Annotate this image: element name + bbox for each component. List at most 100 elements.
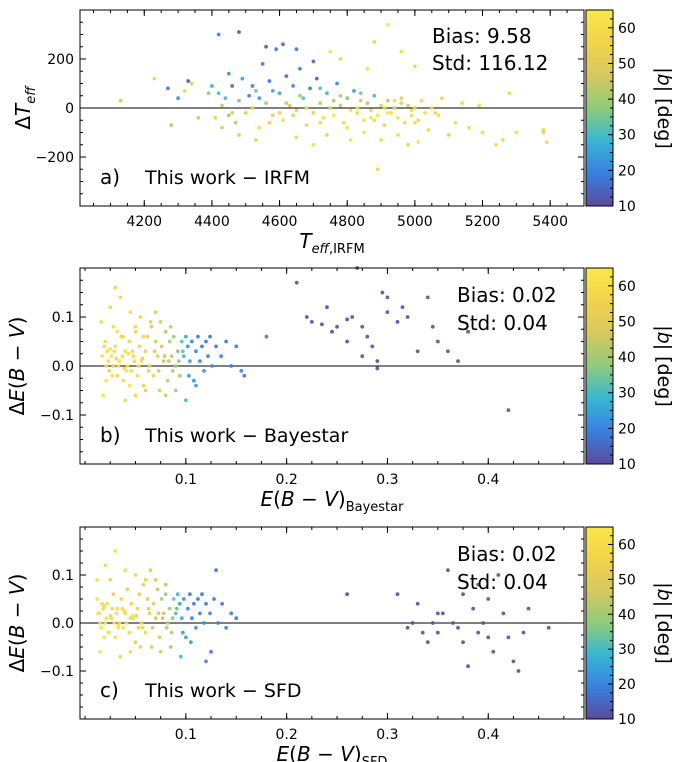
data-point bbox=[277, 111, 282, 115]
data-point bbox=[308, 86, 312, 91]
data-point bbox=[264, 44, 268, 49]
data-point bbox=[188, 640, 193, 645]
data-point bbox=[372, 39, 377, 44]
data-point bbox=[380, 290, 385, 295]
data-point bbox=[486, 597, 491, 601]
data-point bbox=[152, 76, 157, 81]
x-tick-label: 4400 bbox=[194, 214, 230, 230]
data-point bbox=[103, 563, 108, 568]
data-point bbox=[410, 621, 415, 625]
data-point bbox=[412, 64, 417, 69]
colorbar-tick-label: 30 bbox=[618, 128, 636, 144]
x-tick-label: 0.2 bbox=[276, 727, 298, 743]
data-point bbox=[107, 369, 112, 373]
data-point bbox=[451, 621, 455, 625]
data-point bbox=[382, 106, 387, 110]
data-point bbox=[146, 606, 151, 611]
label-part: Δ bbox=[5, 401, 29, 415]
data-point bbox=[157, 635, 162, 640]
data-point bbox=[113, 285, 118, 290]
data-point bbox=[345, 96, 350, 101]
data-point bbox=[370, 344, 375, 349]
data-point bbox=[161, 611, 166, 616]
data-point bbox=[114, 356, 119, 361]
label-part: | [deg] bbox=[653, 86, 675, 149]
data-point bbox=[168, 324, 173, 329]
data-point bbox=[224, 339, 229, 344]
data-point bbox=[304, 106, 309, 110]
data-point bbox=[297, 66, 302, 71]
data-point bbox=[385, 310, 390, 314]
data-point bbox=[506, 635, 511, 640]
x-tick-label: 0.1 bbox=[175, 472, 197, 488]
data-point bbox=[325, 133, 329, 137]
data-point bbox=[196, 115, 201, 120]
data-point bbox=[159, 344, 164, 349]
data-point bbox=[240, 76, 245, 81]
data-point bbox=[214, 568, 218, 573]
data-point bbox=[165, 621, 170, 625]
data-point bbox=[270, 113, 275, 118]
data-point bbox=[110, 373, 115, 378]
data-point bbox=[460, 101, 465, 105]
x-tick-label: 0.3 bbox=[376, 727, 398, 743]
data-point bbox=[137, 344, 142, 349]
data-point bbox=[216, 91, 221, 96]
data-point bbox=[133, 393, 138, 398]
data-point bbox=[375, 113, 380, 118]
y-tick-label: 0.0 bbox=[52, 359, 74, 375]
data-point bbox=[202, 369, 206, 373]
data-point bbox=[138, 315, 143, 319]
data-point bbox=[149, 324, 154, 329]
data-point bbox=[412, 120, 417, 125]
data-point bbox=[496, 573, 501, 577]
data-point bbox=[318, 101, 323, 105]
data-point bbox=[425, 295, 430, 300]
data-point bbox=[429, 106, 434, 110]
data-point bbox=[210, 364, 214, 368]
data-point bbox=[320, 322, 324, 327]
data-point bbox=[360, 354, 365, 359]
x-tick-label: 5400 bbox=[532, 214, 568, 230]
data-point bbox=[171, 334, 176, 339]
label-part: ( bbox=[5, 638, 29, 646]
data-point bbox=[250, 84, 255, 88]
label-part: | bbox=[653, 582, 675, 588]
x-tick-label: 4600 bbox=[262, 214, 298, 230]
data-point bbox=[163, 582, 168, 587]
data-point bbox=[118, 98, 123, 103]
data-point bbox=[419, 98, 424, 103]
data-point bbox=[165, 378, 170, 383]
data-point bbox=[546, 625, 551, 630]
data-point bbox=[173, 611, 178, 616]
data-point bbox=[335, 81, 339, 86]
data-point bbox=[331, 98, 336, 103]
panel-label: a) bbox=[100, 165, 120, 189]
label-part: − bbox=[5, 344, 29, 361]
data-point bbox=[98, 649, 103, 654]
label-part: E bbox=[5, 646, 29, 659]
label-part: − bbox=[317, 742, 334, 762]
data-point bbox=[435, 630, 440, 635]
data-point bbox=[486, 635, 491, 640]
data-point bbox=[158, 649, 163, 654]
data-point bbox=[233, 120, 238, 125]
data-point bbox=[435, 339, 440, 344]
data-point bbox=[345, 317, 350, 322]
data-point bbox=[425, 640, 430, 645]
label-part: B bbox=[281, 487, 295, 511]
data-point bbox=[358, 98, 363, 103]
data-point bbox=[291, 113, 296, 118]
x-tick-label: 0.4 bbox=[477, 727, 499, 743]
data-point bbox=[416, 140, 421, 145]
data-point bbox=[260, 62, 265, 66]
colorbar-label: |b| [deg] bbox=[653, 325, 675, 407]
data-point bbox=[116, 623, 121, 628]
colorbar-tick-label: 20 bbox=[618, 677, 636, 693]
data-point bbox=[140, 625, 145, 630]
data-point bbox=[156, 611, 161, 616]
data-point bbox=[314, 76, 319, 81]
y-axis-label: ΔTeff bbox=[11, 85, 39, 130]
data-point bbox=[264, 334, 269, 339]
colorbar-gradient-bar bbox=[585, 267, 614, 465]
